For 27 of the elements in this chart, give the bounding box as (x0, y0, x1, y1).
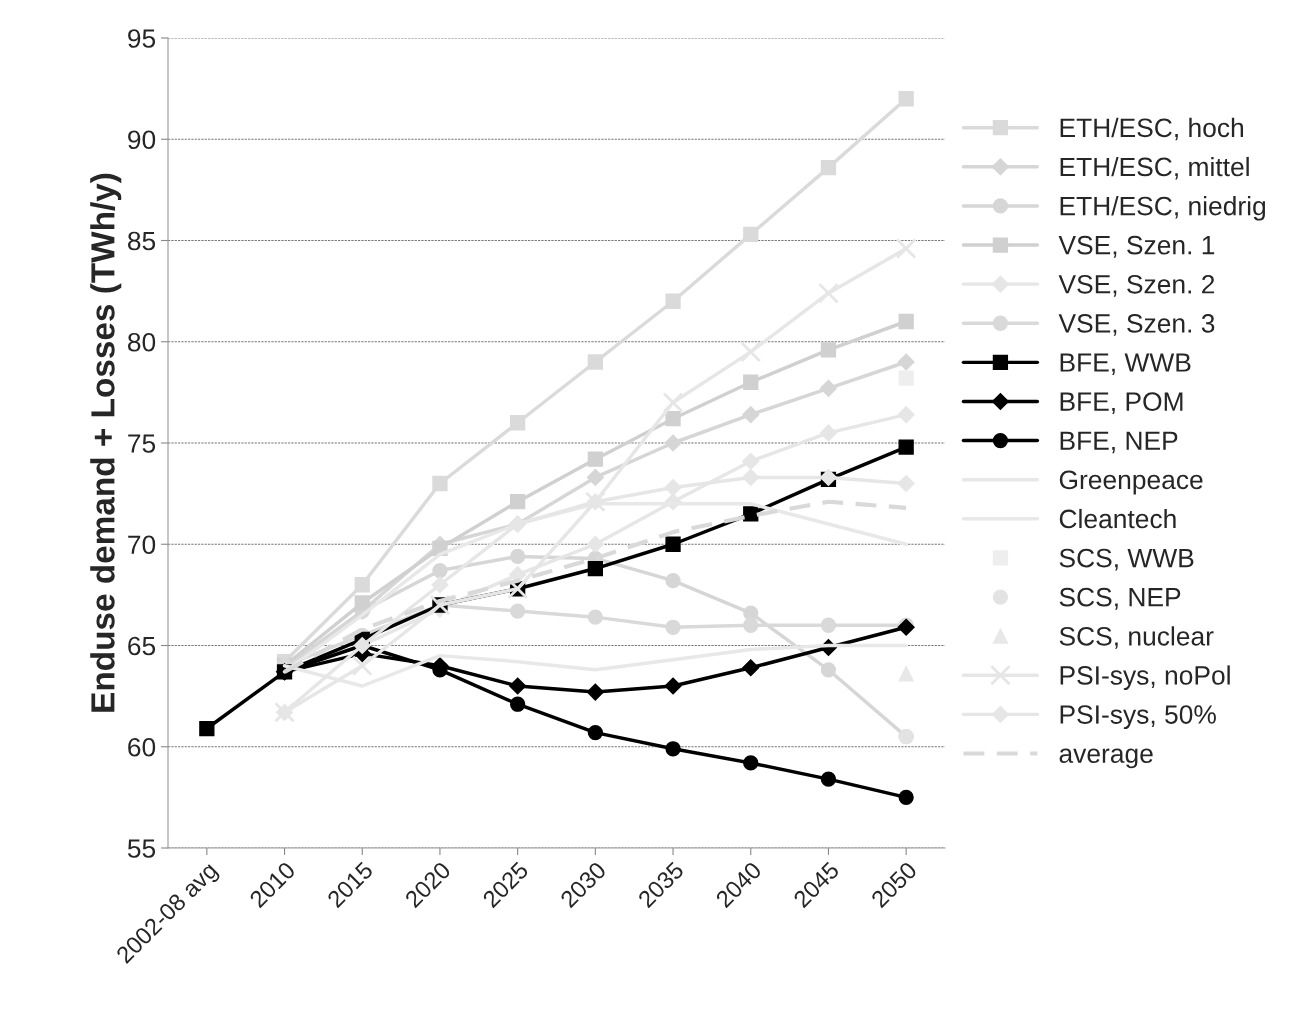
legend-label: VSE, Szen. 3 (1058, 314, 1215, 336)
legend-label: SCS, NEP (1059, 587, 1181, 610)
legend-label: ETH/ESC, mittel (1060, 156, 1249, 180)
y-tick-label: 70 (128, 535, 156, 555)
y-tick-label: 60 (128, 737, 156, 757)
legend-label: VSE, Szen. 2 (1058, 274, 1215, 297)
legend-label: Cleantech (1059, 508, 1176, 529)
legend-label: BFE, POM (1060, 392, 1183, 415)
legend-label: ETH/ESC, niedrig (1060, 196, 1266, 221)
legend-label: SCS, WWB (1059, 548, 1194, 571)
legend-label: PSI-sys, 50% (1060, 705, 1216, 730)
legend-label: BFE, NEP (1060, 431, 1178, 454)
y-tick-label: 55 (127, 839, 156, 858)
y-tick-label: 85 (127, 231, 156, 251)
y-tick-label: 90 (128, 130, 156, 150)
y-tick-label: 95 (128, 29, 156, 48)
y-axis-title: Enduse demand + Losses (TWh/y) (90, 173, 122, 712)
legend-label: BFE, WWB (1060, 353, 1191, 375)
legend-label: PSI-sys, noPol (1060, 665, 1230, 690)
y-tick-label: 75 (128, 434, 156, 453)
legend-label: SCS, nuclear (1059, 626, 1214, 649)
y-tick-label: 65 (128, 636, 156, 656)
legend-label: average (1059, 748, 1153, 769)
legend-label: Greenpeace (1059, 470, 1203, 495)
legend-label: ETH/ESC, hoch (1060, 117, 1244, 141)
legend-label: VSE, Szen. 1 (1058, 235, 1215, 258)
y-tick-label: 80 (127, 332, 156, 352)
